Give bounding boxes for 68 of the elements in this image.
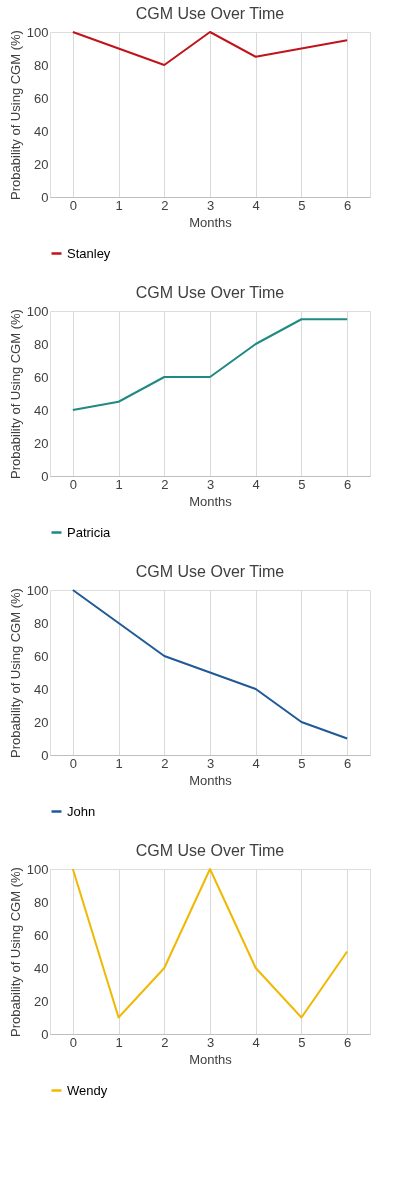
- y-tick-label: 80: [34, 615, 49, 631]
- x-tick-label: 3: [206, 1034, 215, 1050]
- x-tick-label: 3: [206, 197, 215, 213]
- legend-label: Wendy: [67, 1082, 108, 1098]
- y-tick-label: 100: [26, 24, 49, 40]
- x-tick-label: 2: [161, 1034, 169, 1050]
- x-tick-label: 2: [161, 197, 169, 213]
- y-tick-label: 80: [34, 336, 49, 352]
- y-tick-label: 40: [34, 123, 49, 139]
- chart-title: CGM Use Over Time: [135, 563, 285, 580]
- x-tick-label: 2: [161, 476, 169, 492]
- x-tick-label: 5: [298, 476, 306, 492]
- x-tick-label: 4: [252, 755, 260, 771]
- x-tick-label: 3: [206, 755, 215, 771]
- chart-title: CGM Use Over Time: [135, 5, 285, 22]
- x-tick-label: 1: [115, 755, 123, 771]
- x-tick-label: 6: [344, 1034, 352, 1050]
- line-series: [71, 31, 349, 66]
- x-tick-label: 6: [344, 476, 352, 492]
- x-tick-label: 1: [115, 476, 123, 492]
- y-tick-label: 60: [34, 648, 49, 664]
- y-tick-label: 100: [26, 861, 49, 877]
- x-tick-label: 6: [344, 755, 352, 771]
- x-tick-label: 5: [298, 197, 306, 213]
- chart-title: CGM Use Over Time: [135, 842, 285, 859]
- y-tick-label: 80: [34, 894, 49, 910]
- y-tick-label: 80: [34, 57, 49, 73]
- y-axis-title: Probability of Using CGM (%): [7, 30, 23, 200]
- x-tick-label: 4: [252, 197, 260, 213]
- legend-label: John: [67, 803, 96, 819]
- line-series: [71, 318, 349, 411]
- x-tick-label: 3: [206, 476, 215, 492]
- y-axis-title: Probability of Using CGM (%): [7, 309, 23, 479]
- x-tick-label: 2: [161, 755, 169, 771]
- x-axis-title: Months: [189, 493, 233, 509]
- x-tick-label: 4: [252, 1034, 260, 1050]
- x-tick-label: 0: [69, 755, 77, 771]
- y-tick-label: 60: [34, 927, 49, 943]
- x-tick-label: 1: [115, 197, 123, 213]
- y-tick-label: 60: [34, 369, 49, 385]
- x-axis-title: Months: [189, 214, 233, 230]
- y-tick-label: 40: [34, 681, 49, 697]
- y-tick-label: 100: [26, 582, 49, 598]
- y-axis-title: Probability of Using CGM (%): [7, 867, 23, 1037]
- y-tick-label: 20: [34, 993, 49, 1009]
- x-tick-label: 0: [69, 197, 77, 213]
- x-tick-label: 0: [69, 476, 77, 492]
- x-tick-label: 4: [252, 476, 260, 492]
- y-axis-title: Probability of Using CGM (%): [7, 588, 23, 758]
- x-tick-label: 1: [115, 1034, 123, 1050]
- legend-label: Stanley: [67, 245, 111, 261]
- y-tick-label: 60: [34, 90, 49, 106]
- x-tick-label: 6: [344, 197, 352, 213]
- x-tick-label: 5: [298, 1034, 306, 1050]
- x-axis-title: Months: [189, 1051, 233, 1067]
- x-tick-label: 5: [298, 755, 306, 771]
- chart-title: CGM Use Over Time: [135, 284, 285, 301]
- x-axis-title: Months: [189, 772, 233, 788]
- x-tick-label: 0: [69, 1034, 77, 1050]
- line-series: [71, 868, 349, 1019]
- y-tick-label: 100: [26, 303, 49, 319]
- y-tick-label: 40: [34, 960, 49, 976]
- y-tick-label: 40: [34, 402, 49, 418]
- y-tick-label: 20: [34, 714, 49, 730]
- line-series: [71, 589, 349, 740]
- y-tick-label: 20: [34, 156, 49, 172]
- legend-label: Patricia: [67, 524, 112, 540]
- y-tick-label: 20: [34, 435, 49, 451]
